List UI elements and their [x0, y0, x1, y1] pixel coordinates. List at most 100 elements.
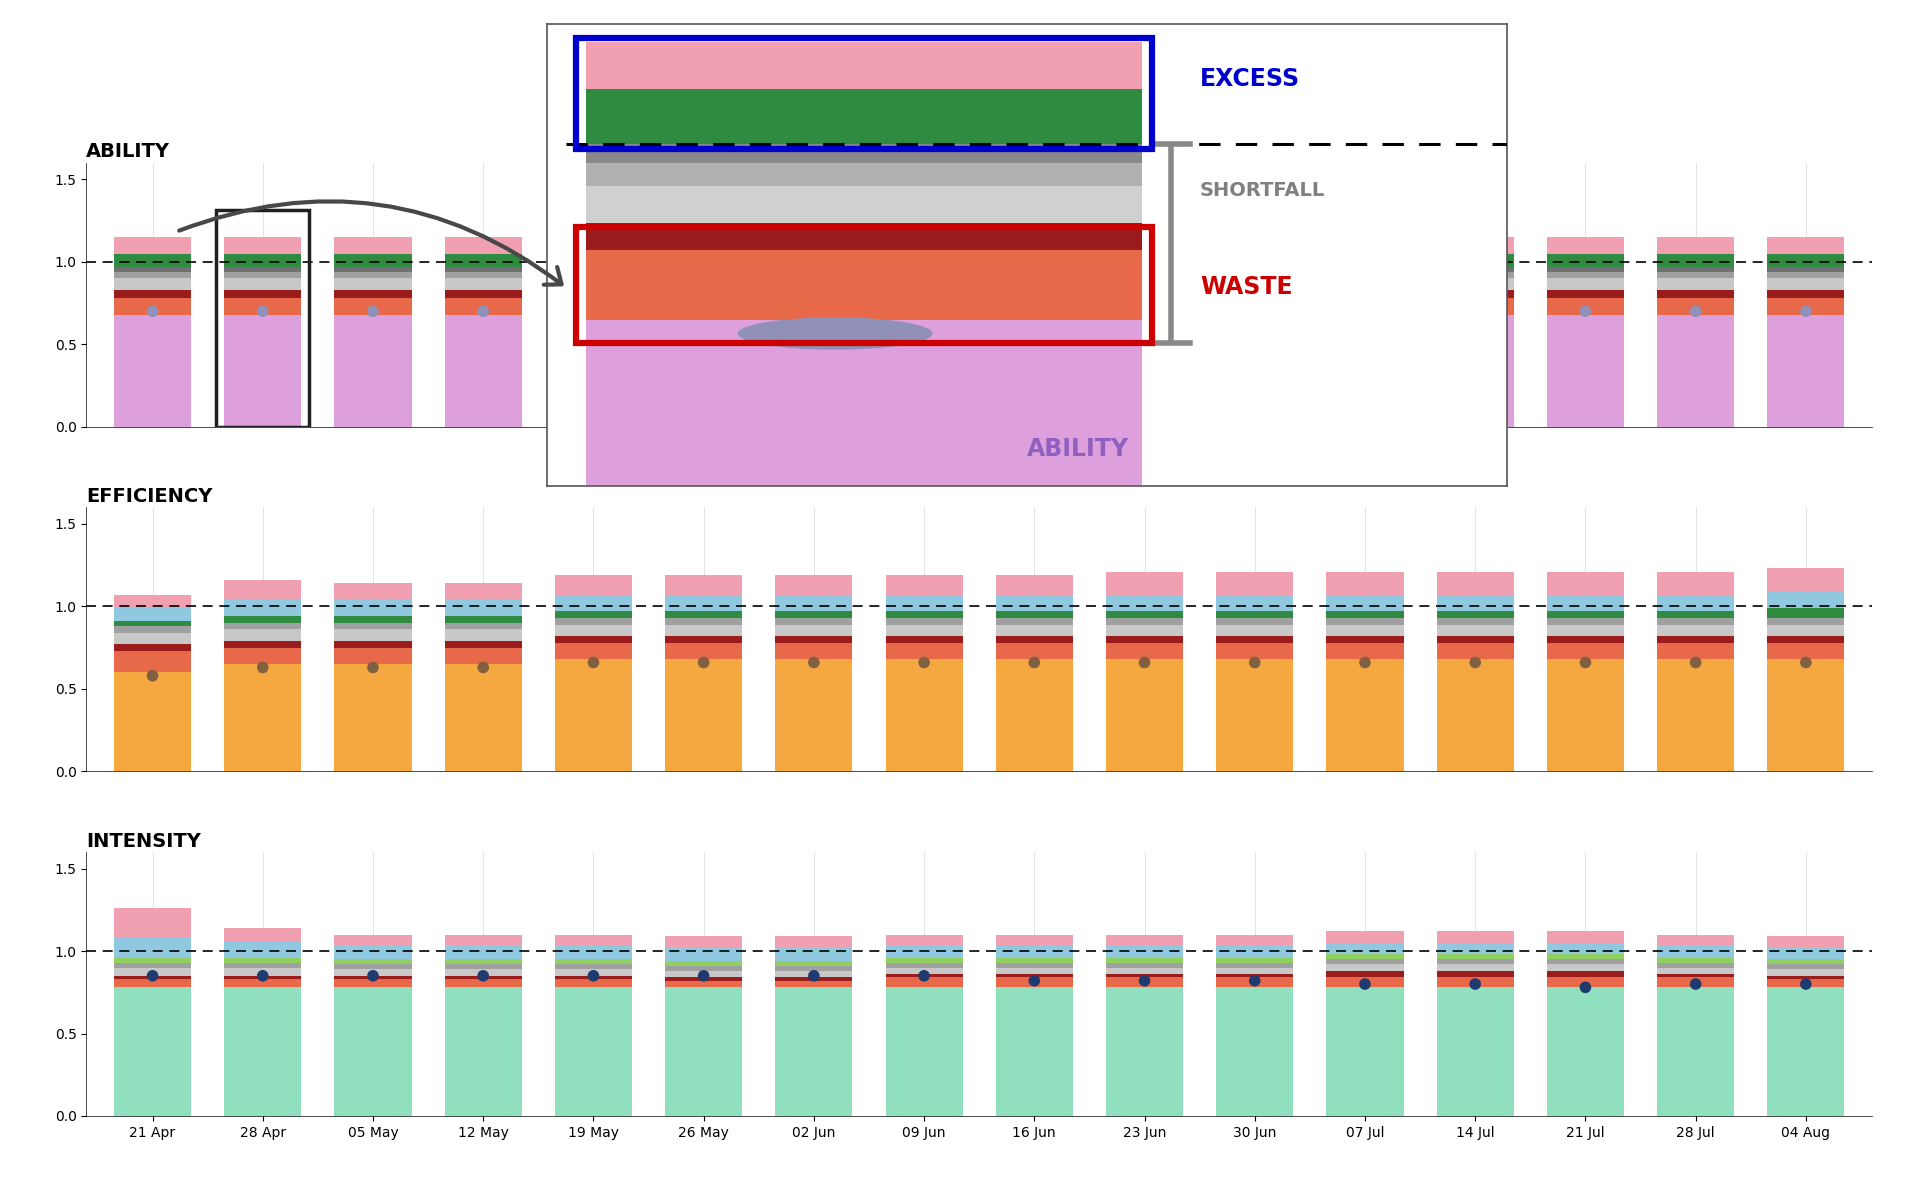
- Bar: [445, 278, 522, 290]
- Point: [799, 966, 829, 985]
- Bar: [1766, 936, 1845, 948]
- Bar: [885, 595, 962, 611]
- Bar: [1215, 978, 1294, 988]
- Bar: [996, 962, 1073, 967]
- Bar: [1657, 967, 1734, 974]
- Point: [1571, 301, 1601, 320]
- Bar: [334, 600, 411, 617]
- Bar: [1215, 946, 1294, 958]
- Bar: [334, 970, 411, 976]
- Bar: [334, 935, 411, 946]
- Bar: [1657, 271, 1734, 278]
- Bar: [1657, 238, 1734, 253]
- Bar: [885, 238, 962, 253]
- Point: [578, 653, 609, 672]
- Bar: [1657, 636, 1734, 643]
- Bar: [225, 271, 301, 278]
- Bar: [996, 624, 1073, 636]
- Point: [687, 966, 718, 985]
- Bar: [334, 641, 411, 648]
- Bar: [1548, 618, 1624, 624]
- Bar: [776, 290, 852, 298]
- Bar: [776, 980, 852, 988]
- Bar: [996, 611, 1073, 618]
- Bar: [1327, 943, 1404, 954]
- Bar: [996, 575, 1073, 595]
- Point: [908, 966, 939, 985]
- Bar: [1436, 636, 1513, 643]
- Bar: [1436, 266, 1513, 271]
- Bar: [225, 314, 301, 427]
- Bar: [1766, 965, 1845, 970]
- Point: [136, 966, 167, 985]
- Bar: [1548, 611, 1624, 618]
- Bar: [225, 664, 301, 772]
- Bar: [885, 643, 962, 659]
- Bar: [555, 278, 632, 290]
- Bar: [664, 611, 743, 618]
- Point: [1240, 971, 1271, 990]
- Bar: [225, 988, 301, 1116]
- Bar: [1436, 643, 1513, 659]
- Bar: [555, 959, 632, 965]
- Bar: [586, 186, 1142, 223]
- Bar: [445, 271, 522, 278]
- Point: [468, 966, 499, 985]
- Bar: [225, 967, 301, 976]
- Bar: [225, 976, 301, 979]
- Bar: [225, 266, 301, 271]
- Point: [1240, 653, 1271, 672]
- Point: [1020, 653, 1050, 672]
- Bar: [445, 298, 522, 314]
- Bar: [113, 979, 192, 988]
- Bar: [996, 636, 1073, 643]
- Bar: [113, 962, 192, 967]
- Bar: [664, 618, 743, 624]
- Bar: [1657, 643, 1734, 659]
- Bar: [225, 290, 301, 298]
- Bar: [555, 253, 632, 266]
- Bar: [1436, 978, 1513, 988]
- Bar: [1548, 636, 1624, 643]
- Bar: [776, 278, 852, 290]
- Bar: [445, 935, 522, 946]
- Bar: [996, 595, 1073, 611]
- Point: [1459, 653, 1490, 672]
- Bar: [113, 278, 192, 290]
- Bar: [555, 988, 632, 1116]
- Bar: [1766, 976, 1845, 979]
- Bar: [576, 227, 1152, 343]
- Bar: [1548, 238, 1624, 253]
- Point: [1459, 974, 1490, 994]
- Bar: [1766, 266, 1845, 271]
- Bar: [664, 595, 743, 611]
- Bar: [113, 672, 192, 772]
- Bar: [1548, 253, 1624, 266]
- Point: [1350, 974, 1380, 994]
- Bar: [1548, 643, 1624, 659]
- Bar: [1327, 271, 1404, 278]
- Point: [1571, 978, 1601, 997]
- Bar: [1327, 266, 1404, 271]
- Bar: [1106, 298, 1183, 314]
- Bar: [445, 988, 522, 1116]
- Bar: [1436, 971, 1513, 978]
- Bar: [996, 618, 1073, 624]
- Bar: [445, 946, 522, 959]
- Bar: [555, 618, 632, 624]
- Bar: [996, 238, 1073, 253]
- Bar: [334, 238, 411, 253]
- Bar: [1766, 290, 1845, 298]
- Bar: [1327, 618, 1404, 624]
- Bar: [1766, 592, 1845, 608]
- Bar: [586, 42, 1142, 89]
- Bar: [885, 988, 962, 1116]
- Bar: [1766, 298, 1845, 314]
- Bar: [555, 636, 632, 643]
- Point: [248, 301, 278, 320]
- Bar: [1657, 571, 1734, 595]
- Bar: [1106, 643, 1183, 659]
- Bar: [1436, 988, 1513, 1116]
- Bar: [334, 988, 411, 1116]
- Bar: [1548, 659, 1624, 772]
